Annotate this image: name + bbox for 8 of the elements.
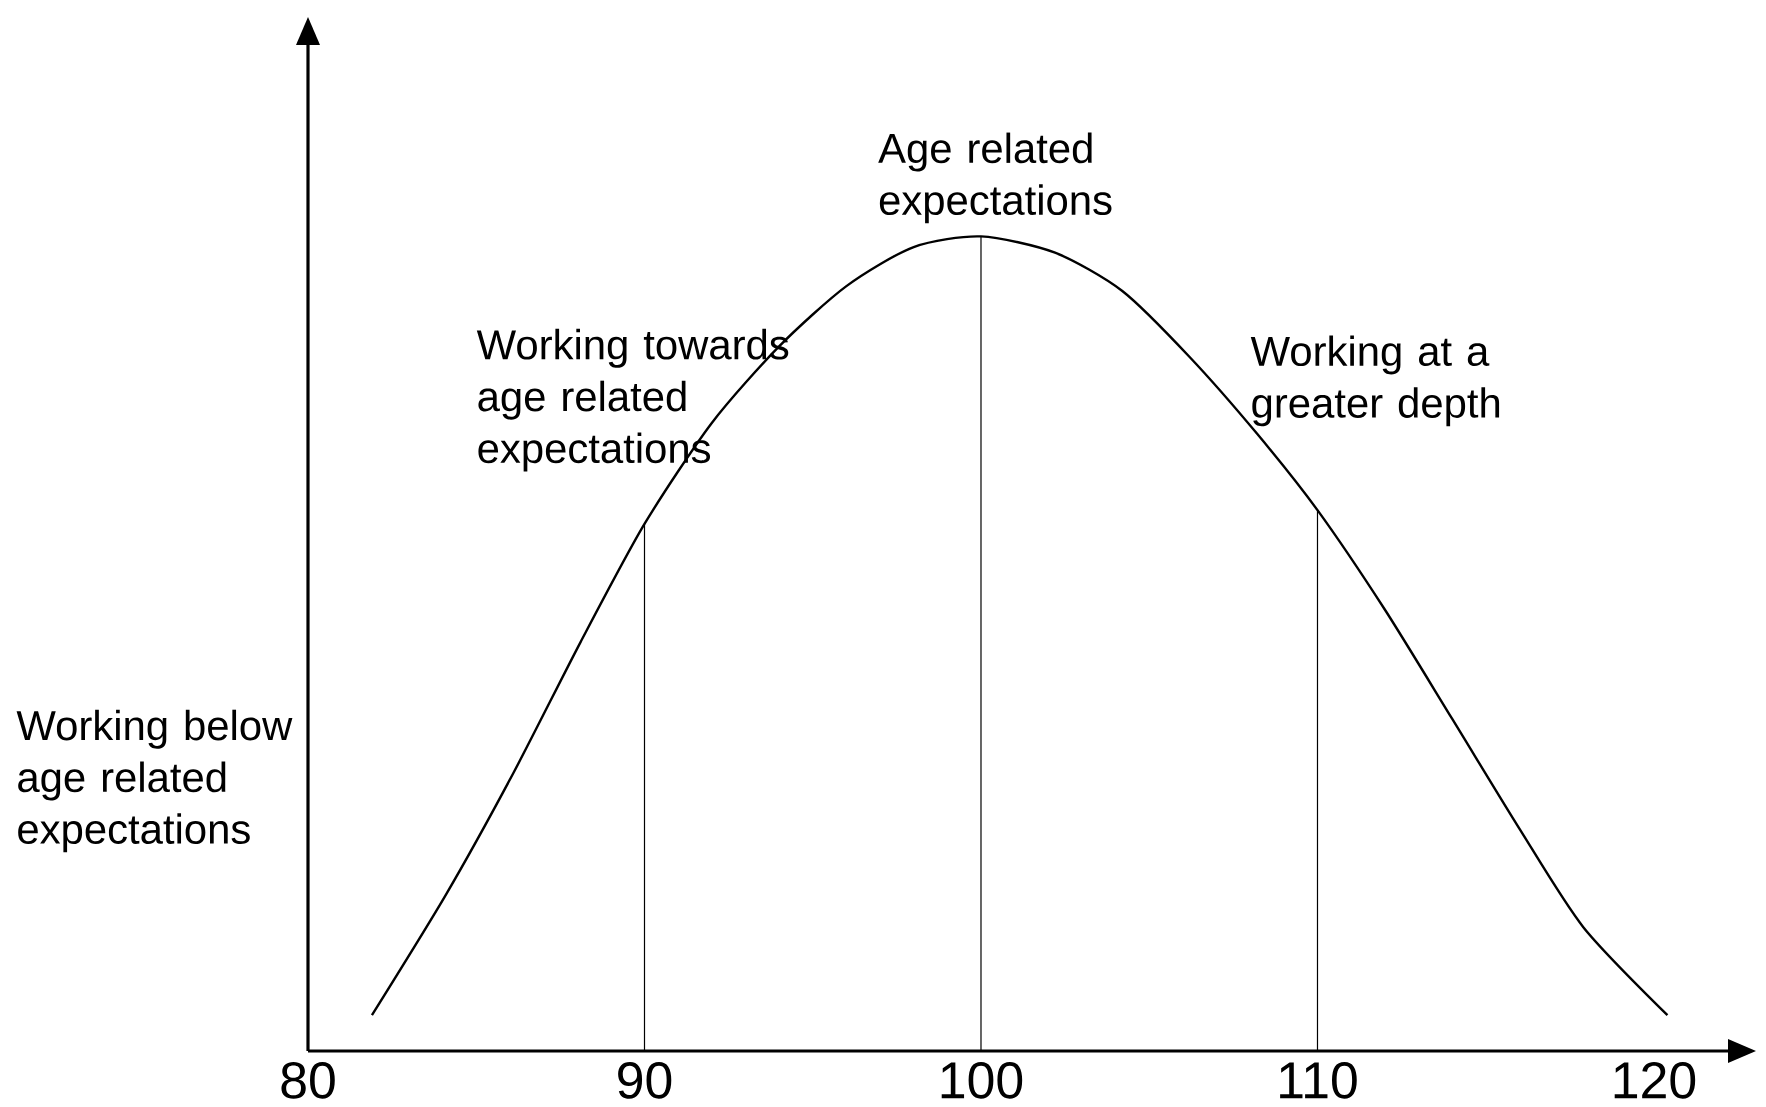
- x-tick-label: 120: [1614, 1062, 1696, 1099]
- x-tick-label: 110: [1280, 1062, 1357, 1099]
- text: Working below age related expectations: [16, 709, 293, 853]
- ref-line-label: Working at a greater depth: [1250, 335, 1500, 427]
- x-tick-label: 100: [941, 1062, 1023, 1099]
- ref-line-label: Age related expectations: [878, 132, 1112, 224]
- x-tick-label: 90: [618, 1062, 672, 1099]
- x-tick-label: 80: [281, 1062, 335, 1099]
